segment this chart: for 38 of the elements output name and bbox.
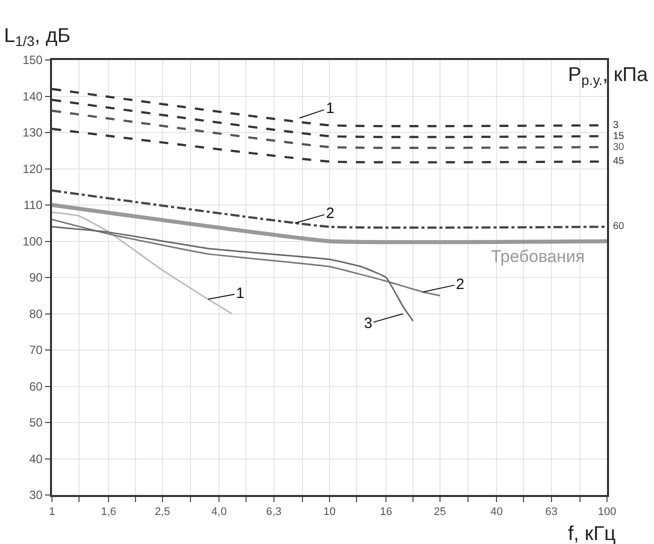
x-tick-label: 25	[434, 506, 446, 518]
x-tick-label: 10	[323, 506, 336, 518]
x-tick-label: 40	[490, 506, 503, 518]
x-tick-label: 4,0	[211, 506, 227, 518]
x-tick-label: 1	[48, 506, 56, 518]
annotation: 2	[326, 205, 334, 222]
y-tick-label: 70	[29, 343, 43, 358]
series-label: Требования	[491, 247, 585, 266]
x-tick-label: 100	[598, 506, 616, 518]
y-tick-label: 80	[29, 306, 43, 321]
x-tick-label: 6,3	[266, 506, 282, 518]
y-tick-label: 100	[22, 234, 43, 248]
y-tick-label: 120	[22, 162, 43, 176]
x-tick-label: 63	[545, 506, 558, 518]
y-axis-title: L$_{1/3}$, дБ	[4, 25, 71, 50]
series-label: 3	[613, 120, 619, 131]
series-label: 60	[613, 221, 625, 232]
y-tick-label: 60	[29, 379, 43, 394]
x-tick-label: 2,5	[154, 506, 170, 518]
series-label: 15	[613, 131, 625, 142]
legend-title: P$_{р.у.}$, кПа	[568, 64, 649, 88]
annotation: 2	[456, 276, 464, 293]
y-tick-label: 150	[22, 53, 43, 68]
series-label: 30	[613, 142, 625, 153]
y-tick-label: 30	[29, 488, 43, 502]
y-tick-label: 90	[29, 270, 43, 285]
series-label: 45	[613, 156, 625, 167]
x-tick-label: 1,6	[100, 506, 116, 518]
y-tick-label: 130	[22, 126, 43, 140]
y-tick-label: 50	[29, 416, 43, 430]
x-axis-title: f, кГц	[568, 523, 616, 544]
y-tick-label: 140	[22, 89, 43, 104]
y-tick-label: 40	[29, 452, 43, 466]
annotation: 1	[236, 285, 244, 302]
annotation: 1	[326, 100, 334, 117]
x-tick-label: 16	[380, 506, 392, 518]
annotation: 3	[364, 315, 372, 332]
y-tick-label: 110	[23, 198, 43, 212]
